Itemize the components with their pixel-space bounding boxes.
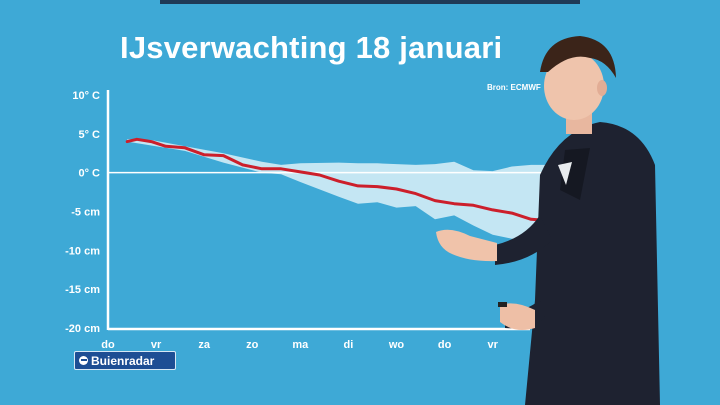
x-tick-label: do	[438, 339, 452, 351]
top-accent-bar	[160, 0, 580, 4]
x-tick-label: di	[344, 339, 354, 351]
x-tick-label: vr	[487, 339, 498, 351]
buienradar-logo: Buienradar	[74, 351, 176, 370]
y-tick-label: -10 cm	[65, 245, 100, 257]
x-tick-label: ma	[292, 339, 309, 351]
x-tick-label: wo	[388, 339, 405, 351]
spread-band	[127, 139, 551, 239]
y-tick-label: 5° C	[78, 129, 100, 141]
y-tick-label: 10° C	[72, 90, 100, 102]
y-tick-labels: 10° C 5° C 0° C -5 cm -10 cm -15 cm -20 cm	[65, 90, 100, 335]
source-label: Bron: ECMWF	[487, 83, 541, 92]
spread-band-layer	[127, 139, 551, 239]
y-tick-label: -15 cm	[65, 284, 100, 296]
y-tick-label: -5 cm	[71, 207, 100, 219]
y-tick-label: -20 cm	[65, 323, 100, 335]
x-tick-label: vr	[151, 339, 162, 351]
median-line-layer	[125, 137, 552, 223]
x-tick-label: zo	[246, 339, 259, 351]
x-tick-label: za	[198, 339, 211, 351]
y-tick-label: 0° C	[78, 168, 100, 180]
median-line	[125, 137, 552, 223]
logo-text: Buienradar	[91, 353, 155, 368]
axes-layer	[106, 90, 545, 331]
chart-title: IJsverwachting 18 januari	[120, 30, 503, 65]
x-tick-label: do	[101, 339, 115, 351]
raindrop-icon	[79, 356, 88, 365]
